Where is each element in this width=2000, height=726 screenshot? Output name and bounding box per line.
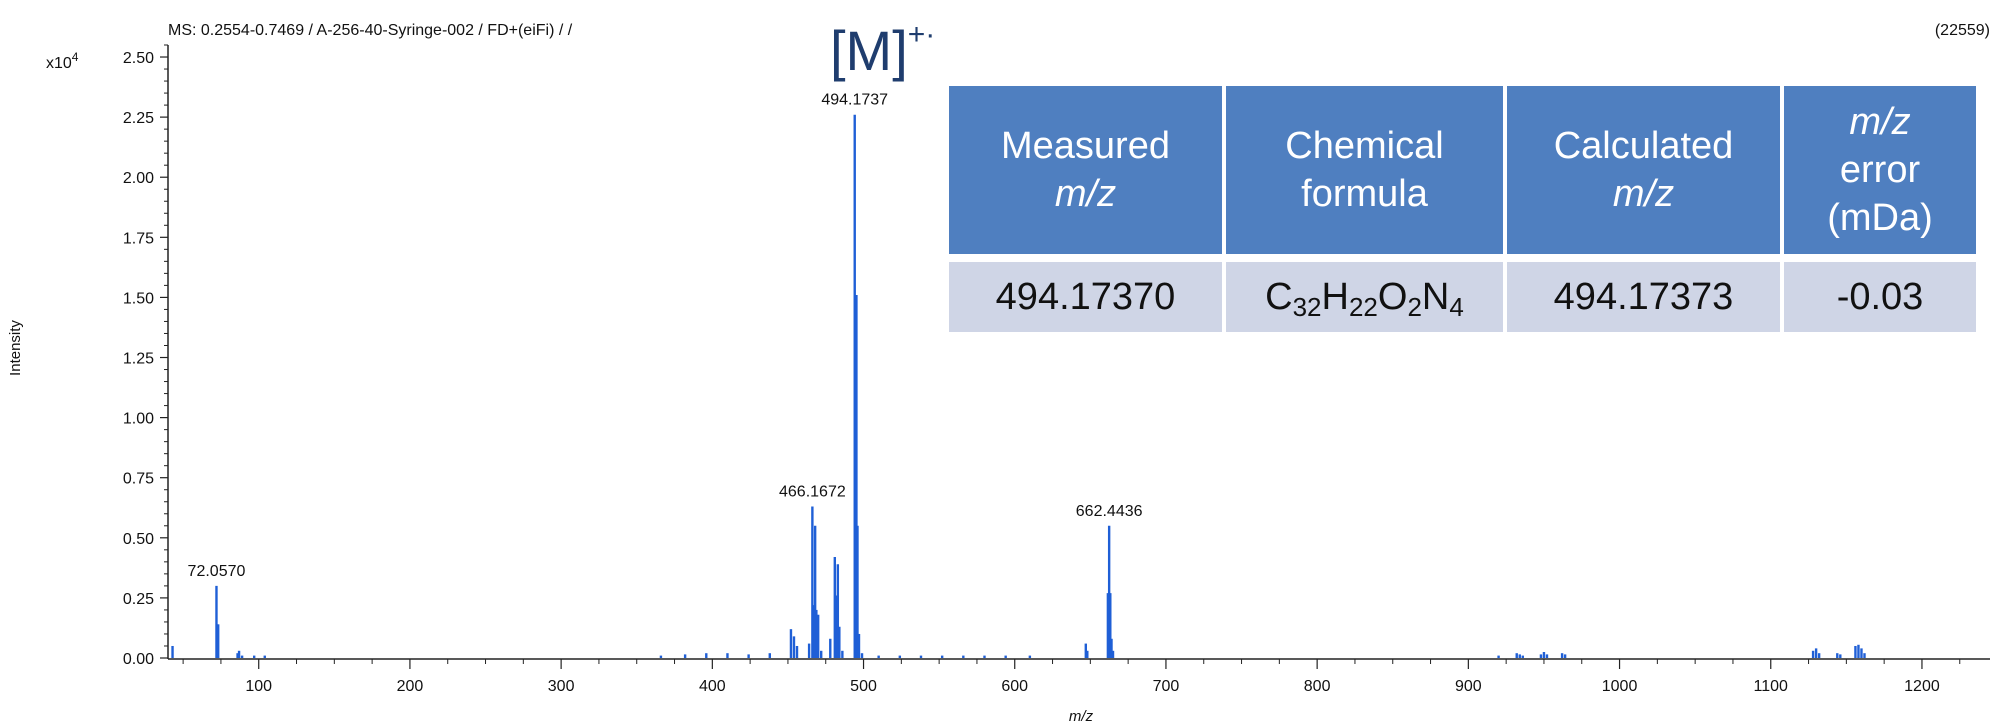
y-exponent-label: x104 [46,50,79,72]
table-header-row: Measured m/z Chemical formula Calculated… [949,86,1976,254]
header-measured-line2: m/z [1054,173,1117,215]
table-row: 494.17370 C32H22O2N4 494.17373 -0.03 [949,262,1976,332]
x-axis-title: m/z [1069,708,1094,725]
table-spacer-row [949,254,1976,262]
formula-h-count: 22 [1348,291,1378,322]
y-tick-label: 2.00 [123,170,154,187]
peak-label: 662.4436 [1076,503,1143,520]
cell-mz-error: -0.03 [1784,262,1976,332]
formula-h: H [1321,275,1349,318]
x-tick-label: 1100 [1754,678,1789,695]
cell-chemical-formula: C32H22O2N4 [1226,262,1503,332]
formula-o: O [1377,275,1408,318]
x-tick-label: 200 [397,678,424,695]
y-tick-label: 2.50 [123,50,154,67]
scan-count: (22559) [1935,22,1990,39]
x-tick-label: 400 [699,678,726,695]
x-tick-label: 600 [1001,678,1028,695]
spectrum-peaks [171,114,1866,658]
molecular-ion-label: [M]+· [830,18,935,82]
formula-o-count: 2 [1407,291,1422,322]
header-calculated-line1: Calculated [1553,124,1734,167]
molecular-ion-charge: +· [908,18,936,51]
y-tick-label: 0.25 [123,591,154,608]
y-tick-label: 0.75 [123,471,154,488]
x-tick-label: 800 [1304,678,1331,695]
plot-axes: 0.00 0.25 0.50 0.75 1.00 1.25 1.50 1.75 2.00 2.25… [123,44,1990,695]
peak-labels: 72.0570 466.1672 494.1737 662.4436 [188,92,1143,580]
y-tick-label: 1.50 [123,290,154,307]
scan-info-header: MS: 0.2554-0.7469 / A-256-40-Syringe-002… [168,22,573,39]
formula-n-count: 4 [1449,291,1464,322]
y-tick-label: 0.50 [123,531,154,548]
formula-c-count: 32 [1292,291,1322,322]
x-tick-label: 1200 [1904,678,1940,695]
header-formula-line2: formula [1301,173,1428,215]
y-exponent-base: x10 [46,55,72,72]
x-tick-label: 700 [1153,678,1180,695]
y-tick-label: 2.25 [123,110,154,127]
header-chemical-formula: Chemical formula [1226,86,1503,254]
header-mz-error: m/z error (mDa) [1784,86,1976,254]
header-measured-mz: Measured m/z [949,86,1222,254]
x-tick-label: 100 [245,678,272,695]
x-tick-label: 500 [850,678,877,695]
x-tick-label: 900 [1455,678,1482,695]
peak-label: 466.1672 [779,484,846,501]
cell-measured-mz: 494.17370 [949,262,1222,332]
peak-label: 494.1737 [821,92,888,109]
x-tick-label: 1000 [1602,678,1638,695]
y-axis-title: Intensity [7,320,24,376]
formula-c: C [1265,275,1293,318]
x-tick-label: 300 [548,678,575,695]
header-measured-line1: Measured [1001,124,1170,167]
header-calculated-mz: Calculated m/z [1507,86,1780,254]
header-formula-line1: Chemical [1285,124,1444,167]
cell-calculated-mz: 494.17373 [1507,262,1780,332]
table-spacer-cell [949,254,1976,262]
y-tick-label: 1.75 [123,230,154,247]
mass-accuracy-table: Measured m/z Chemical formula Calculated… [945,86,1980,332]
header-error-line3: (mDa) [1827,197,1933,240]
formula-n: N [1421,275,1450,318]
y-exponent-power: 4 [72,50,79,64]
header-error-line1: m/z [1849,100,1911,143]
peak-label: 72.0570 [188,563,246,580]
header-calculated-line2: m/z [1612,173,1675,215]
y-tick-label: 1.25 [123,351,154,368]
header-error-line2: error [1839,148,1921,191]
molecular-ion-bracket: [M] [830,19,908,82]
y-tick-label: 1.00 [123,411,154,428]
y-tick-label: 0.00 [123,651,154,668]
